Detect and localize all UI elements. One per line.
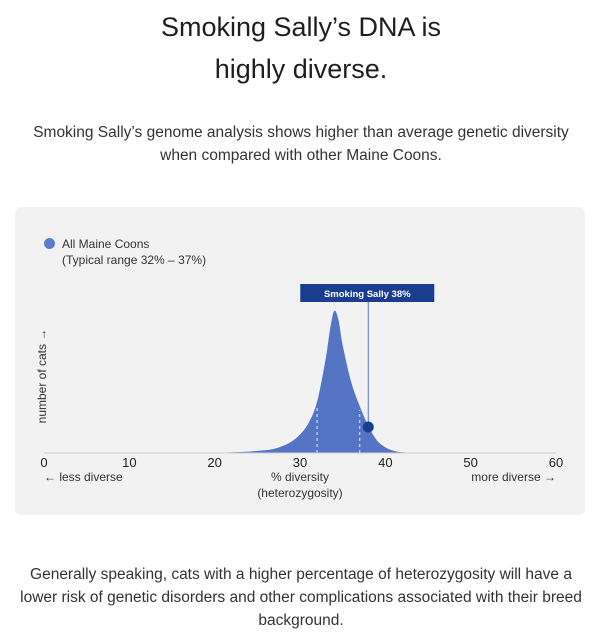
y-axis-label: number of cats → [35,329,49,424]
chart-card [15,207,585,515]
less-diverse-label: ← less diverse [44,470,123,484]
x-tick-label: 60 [549,455,563,470]
x-tick-label: 20 [207,455,221,470]
x-tick-label: 30 [293,455,307,470]
marker-label: Smoking Sally 38% [324,289,411,300]
distribution-area [214,310,420,453]
marker-label-box [300,284,435,302]
page-title: Smoking Sally’s DNA is highly diverse. [0,6,602,90]
marker-dot [362,421,374,433]
x-axis-label-line-2: (heterozygosity) [257,486,342,500]
x-tick-label: 40 [378,455,392,470]
footer-text: Generally speaking, cats with a higher p… [20,566,582,629]
page-subtitle: Smoking Sally’s genome analysis shows hi… [33,124,569,164]
legend-dot-icon [44,238,55,249]
legend-label: All Maine Coons [62,237,150,251]
legend-range-label: (Typical range 32% – 37%) [62,253,207,267]
x-tick-label: 0 [40,455,47,470]
title-line-1: Smoking Sally’s DNA is [160,12,442,42]
more-diverse-label: more diverse → [471,470,556,484]
chart-layer: Smoking Sally 38% 0 10 20 30 40 50 60 ← less div… [35,284,563,500]
x-tick-label: 10 [122,455,136,470]
x-axis-label-line-1: % diversity [271,470,329,484]
x-tick-label: 50 [463,455,477,470]
title-line-2: highly diverse. [214,54,388,84]
chart-legend: All Maine Coons (Typical range 32% – 37%… [44,236,206,268]
